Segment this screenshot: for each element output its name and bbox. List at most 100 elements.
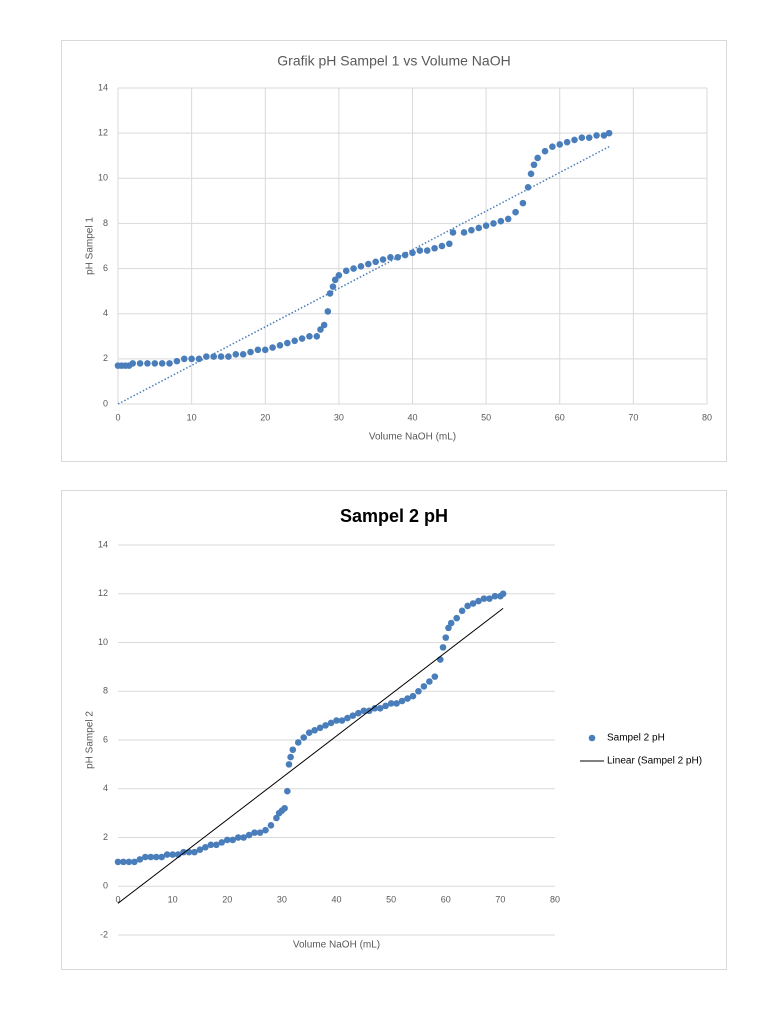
y-tick-label: 4	[103, 783, 108, 793]
data-point	[247, 348, 254, 356]
data-point	[305, 729, 313, 736]
data-point	[344, 714, 351, 722]
data-point	[322, 722, 329, 729]
data-point	[284, 339, 291, 347]
x-tick-label: 60	[555, 412, 565, 422]
data-point	[447, 619, 455, 627]
data-point	[431, 244, 438, 252]
data-point	[131, 858, 138, 866]
y-tick-label: 10	[98, 173, 108, 183]
data-point	[136, 856, 144, 863]
data-point	[387, 700, 395, 707]
data-point	[294, 739, 302, 746]
x-tick-label: 70	[495, 895, 505, 905]
data-point	[335, 272, 343, 279]
x-tick-label: 80	[702, 412, 712, 422]
data-point	[285, 761, 293, 768]
data-point	[306, 332, 313, 340]
data-point	[393, 700, 400, 707]
y-tick-label: 0	[103, 398, 108, 408]
legend-key	[588, 734, 596, 742]
x-tick-label: 10	[187, 412, 197, 422]
data-point	[445, 624, 452, 632]
data-point	[147, 853, 155, 861]
data-point	[180, 355, 188, 363]
data-point	[281, 804, 288, 812]
x-tick-label: 20	[260, 412, 270, 422]
data-point	[482, 222, 490, 229]
x-tick-label: 60	[441, 895, 451, 905]
data-point	[480, 595, 488, 602]
data-point	[169, 851, 176, 858]
data-point	[491, 592, 499, 600]
data-point	[404, 695, 411, 702]
y-tick-label: 6	[103, 734, 108, 744]
data-point	[173, 357, 181, 365]
data-point	[504, 215, 512, 223]
data-point	[291, 337, 299, 345]
data-point	[327, 719, 335, 727]
data-point	[254, 346, 262, 354]
data-point	[460, 229, 468, 236]
x-tick-label: 20	[222, 895, 232, 905]
data-point	[376, 705, 384, 712]
trendline	[117, 146, 610, 405]
data-point	[239, 351, 247, 358]
data-point	[387, 253, 394, 261]
data-point	[311, 726, 318, 734]
data-point	[497, 217, 505, 225]
data-point	[144, 360, 151, 367]
y-tick-label: 14	[98, 539, 108, 549]
data-point	[360, 707, 368, 715]
data-point	[232, 351, 240, 358]
chart-title: Sampel 2 pH	[340, 506, 448, 526]
x-tick-label: 0	[115, 895, 120, 905]
y-tick-label: 10	[98, 637, 108, 647]
data-point	[355, 709, 362, 717]
data-point	[605, 129, 613, 137]
chart-frame	[61, 490, 727, 970]
data-point	[382, 702, 389, 710]
data-point	[195, 355, 203, 363]
data-point	[486, 595, 493, 602]
data-point	[196, 846, 204, 853]
x-tick-label: 50	[481, 412, 491, 422]
data-point	[350, 265, 357, 272]
data-point	[166, 360, 173, 367]
data-point	[578, 134, 586, 141]
data-point	[320, 321, 328, 329]
data-point	[188, 355, 195, 363]
y-tick-label: 14	[98, 82, 108, 92]
data-point	[125, 858, 133, 866]
data-point	[449, 229, 457, 236]
data-point	[213, 841, 220, 849]
x-tick-label: 50	[386, 895, 396, 905]
data-point	[458, 607, 466, 615]
data-point	[114, 858, 122, 866]
data-point	[512, 208, 519, 216]
y-tick-label: 12	[98, 588, 108, 598]
x-tick-label: 30	[277, 895, 287, 905]
data-point	[541, 147, 549, 155]
data-point	[549, 143, 556, 150]
data-point	[556, 141, 564, 148]
data-point	[217, 353, 225, 360]
data-point	[225, 353, 232, 360]
data-point	[289, 746, 297, 754]
data-point	[415, 687, 422, 695]
data-point	[585, 134, 593, 141]
x-axis-title: Volume NaOH (mL)	[369, 432, 456, 443]
data-point	[338, 717, 346, 724]
data-point	[120, 858, 127, 866]
trendline	[117, 607, 504, 904]
data-point	[379, 256, 387, 263]
data-point	[499, 590, 507, 598]
data-point	[129, 360, 137, 367]
data-point	[300, 734, 308, 741]
data-point	[530, 161, 538, 169]
data-point	[416, 247, 424, 254]
data-point	[464, 602, 471, 610]
y-tick-label: 0	[103, 881, 108, 891]
chart-title: Grafik pH Sampel 1 vs Volume NaOH	[277, 53, 510, 69]
